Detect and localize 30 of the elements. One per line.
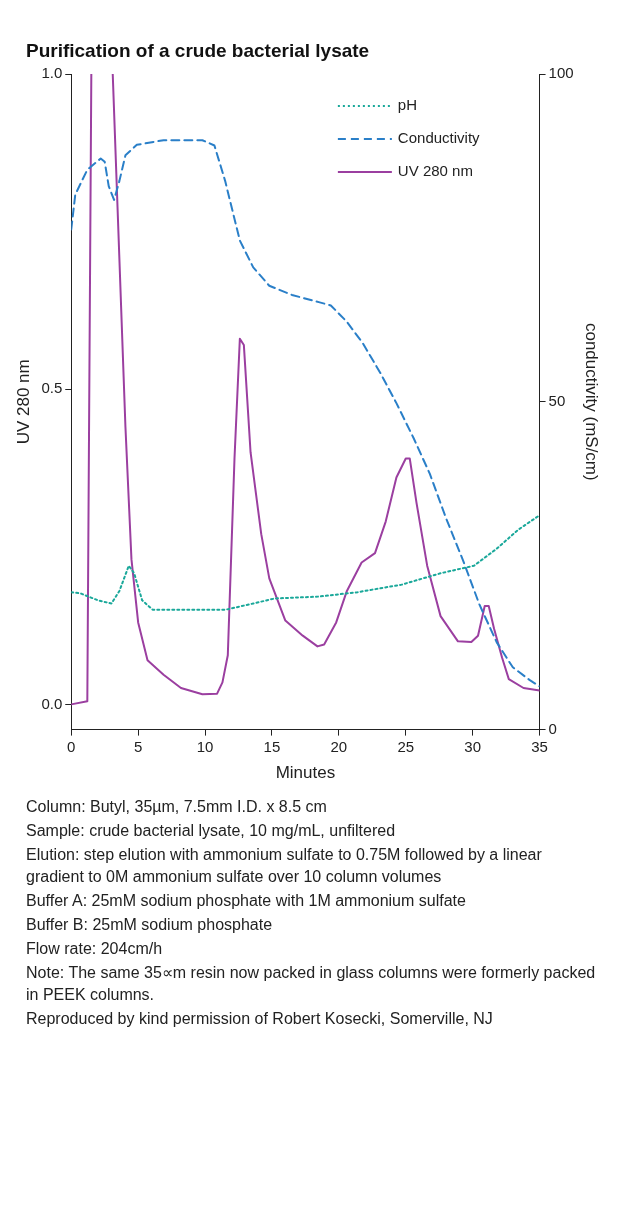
text: Sample: crude bacterial lysate, 10 mg/mL, unfiltered [26,821,397,841]
x-tick-label: 20 [330,737,348,755]
text: Note: The same 35∝m resin now packed in glass columns were formerly packed in PEEK columns. [26,963,597,1005]
line-series [71,514,540,611]
legend-label: UV 280 nm [397,162,473,180]
text: Buffer B: 25mM sodium phosphate [26,915,274,935]
x-tick-label: 10 [196,737,214,755]
text: Flow rate: 204cm/h [26,939,164,959]
y-tick-label: 1.0 [41,64,63,82]
legend-label: Conductivity [397,129,481,147]
text: Buffer A: 25mM sodium phosphate with 1M ammonium sulfate [26,891,467,911]
x-tick-label: 35 [531,737,548,755]
text: Elution: step elution with ammonium sulfate to 0.75M followed by a linear gradient to 0M ammonium sulfate over 10 column volumes [26,845,543,887]
y2-tick-label: 100 [548,64,574,82]
y2-axis-title: conductivity (mS/cm) [582,322,602,481]
text: Reproduced by kind permission of Robert Kosecki, Somerville, NJ [26,1009,494,1029]
y-tick-label: 0.5 [41,379,63,397]
y2-tick-label: 0 [548,719,557,737]
x-tick-label: 15 [263,737,281,755]
y-tick-label: 0.0 [41,694,63,712]
x-tick-label: 0 [67,737,76,755]
x-tick-label: 25 [397,737,415,755]
x-axis-title: Minutes [275,763,336,783]
x-tick-label: 5 [133,737,143,755]
y2-tick-label: 50 [548,391,566,409]
legend-label: pH [397,96,418,114]
y-axis-title: UV 280 nm [13,359,33,445]
chart-title: Purification of a crude bacterial lysate [26,40,371,62]
text: Column: Butyl, 35µm, 7.5mm I.D. x 8.5 cm [26,797,328,817]
x-tick-label: 30 [464,737,482,755]
